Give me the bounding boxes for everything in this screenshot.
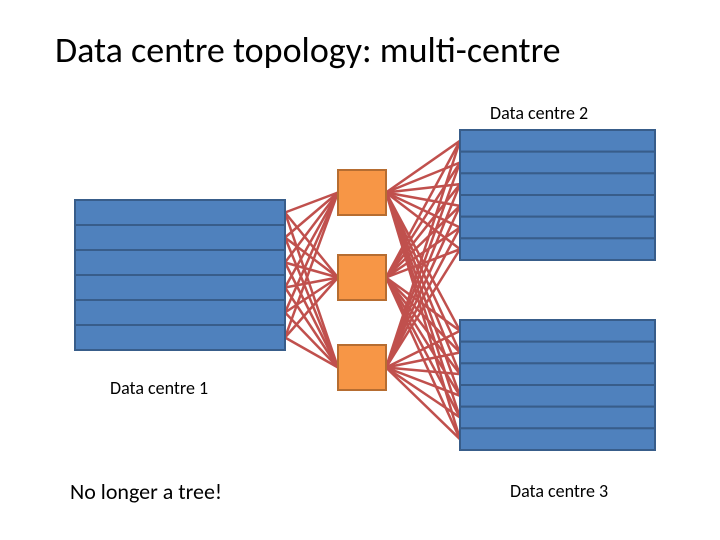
link (285, 213, 338, 368)
link (285, 313, 338, 368)
topology-diagram (0, 0, 720, 540)
link (285, 193, 338, 288)
slide-title: Data centre topology: multi-centre (55, 28, 561, 72)
label-dc3: Data centre 3 (510, 480, 608, 502)
router-2 (338, 255, 386, 300)
label-dc2: Data centre 2 (490, 102, 588, 124)
router-1 (338, 170, 386, 215)
footnote-text: No longer a tree! (70, 478, 222, 505)
rack-dc1 (75, 200, 285, 350)
rack-dc3 (460, 320, 655, 450)
label-dc1: Data centre 1 (110, 377, 208, 399)
router-3 (338, 345, 386, 390)
rack-dc2 (460, 130, 655, 260)
